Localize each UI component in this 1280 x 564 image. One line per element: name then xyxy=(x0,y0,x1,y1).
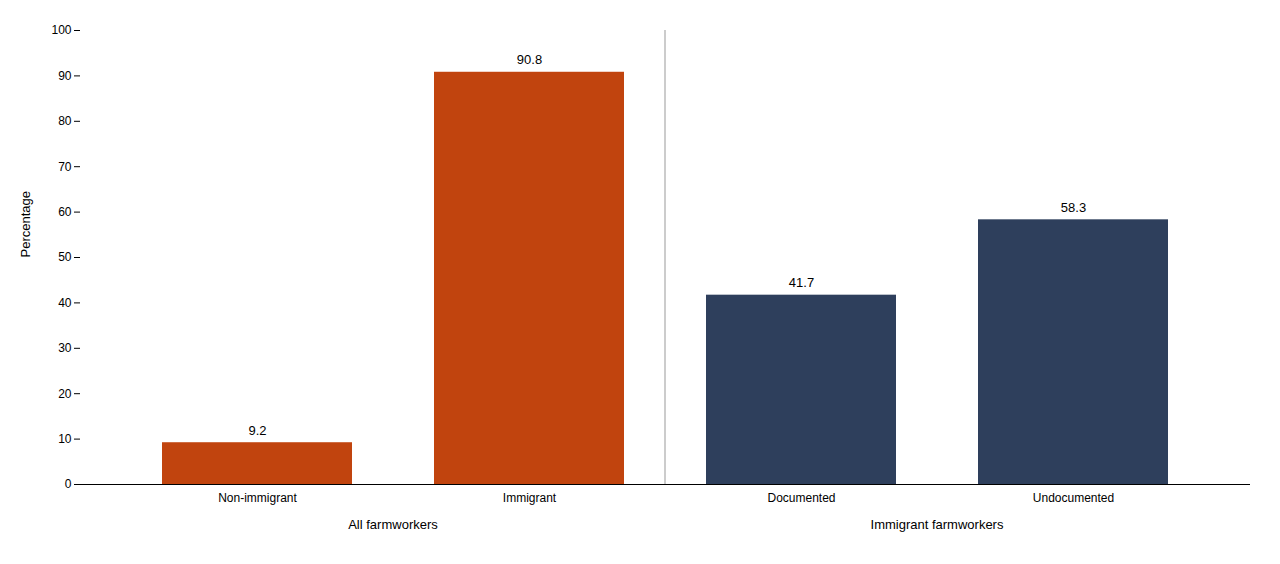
svg-text:90.8: 90.8 xyxy=(517,52,542,67)
svg-text:0: 0 xyxy=(65,477,72,491)
svg-text:9.2: 9.2 xyxy=(248,423,266,438)
svg-text:80: 80 xyxy=(58,114,72,128)
svg-text:Immigrant farmworkers: Immigrant farmworkers xyxy=(871,517,1004,532)
svg-text:Percentage: Percentage xyxy=(18,191,33,258)
svg-text:Non-immigrant: Non-immigrant xyxy=(218,491,297,505)
svg-text:Documented: Documented xyxy=(767,491,835,505)
svg-text:10: 10 xyxy=(58,432,72,446)
svg-text:50: 50 xyxy=(58,250,72,264)
svg-text:40: 40 xyxy=(58,296,72,310)
svg-text:60: 60 xyxy=(58,205,72,219)
svg-text:30: 30 xyxy=(58,341,72,355)
svg-text:58.3: 58.3 xyxy=(1061,200,1086,215)
svg-text:Immigrant: Immigrant xyxy=(503,491,557,505)
svg-text:Undocumented: Undocumented xyxy=(1033,491,1114,505)
svg-text:41.7: 41.7 xyxy=(789,275,814,290)
svg-text:90: 90 xyxy=(58,69,72,83)
svg-text:100: 100 xyxy=(51,23,71,37)
svg-text:70: 70 xyxy=(58,160,72,174)
svg-text:20: 20 xyxy=(58,387,72,401)
svg-text:All farmworkers: All farmworkers xyxy=(348,517,438,532)
